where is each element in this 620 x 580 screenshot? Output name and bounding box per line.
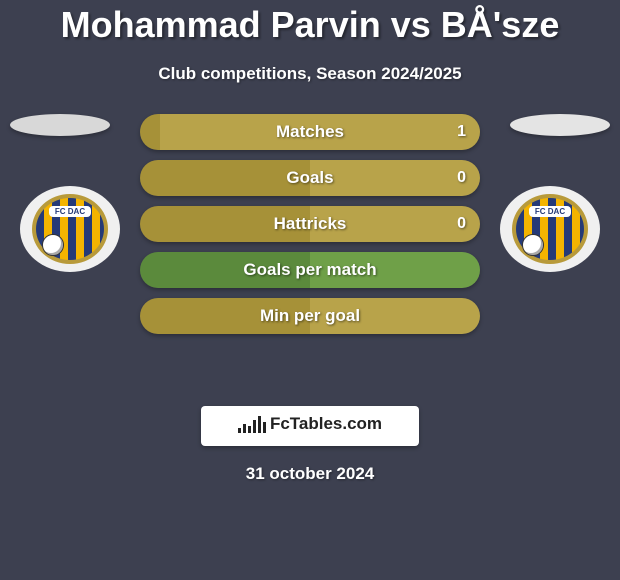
stat-bar-label: Goals per match bbox=[140, 252, 480, 288]
stat-bar: Matches1 bbox=[140, 114, 480, 150]
club-badge-right-label: FC DAC bbox=[529, 206, 571, 217]
stat-bar-label: Min per goal bbox=[140, 298, 480, 334]
brand-bars-icon-bar bbox=[263, 422, 266, 433]
stat-bar: Goals0 bbox=[140, 160, 480, 196]
stat-bar: Min per goal bbox=[140, 298, 480, 334]
brand-box[interactable]: FcTables.com bbox=[201, 406, 419, 446]
stat-bar-label: Matches bbox=[140, 114, 480, 150]
date-line: 31 october 2024 bbox=[0, 464, 620, 484]
stat-bar-label: Goals bbox=[140, 160, 480, 196]
soccer-ball-icon bbox=[42, 234, 64, 256]
stat-bar-right-value: 0 bbox=[443, 206, 480, 242]
brand-bars-icon-bar bbox=[243, 424, 246, 433]
club-badge-left-inner: FC DAC bbox=[32, 194, 108, 264]
brand-bars-icon-bar bbox=[248, 426, 251, 433]
brand-text: FcTables.com bbox=[270, 414, 382, 434]
player-right-portrait bbox=[510, 114, 610, 136]
stat-bar: Hattricks0 bbox=[140, 206, 480, 242]
subtitle: Club competitions, Season 2024/2025 bbox=[0, 64, 620, 84]
comparison-stage: FC DAC FC DAC Matches1Goals0Hattricks0Go… bbox=[0, 114, 620, 394]
stat-bars-column: Matches1Goals0Hattricks0Goals per matchM… bbox=[140, 114, 480, 344]
club-badge-left: FC DAC bbox=[20, 186, 120, 272]
brand-logo: FcTables.com bbox=[238, 414, 382, 434]
club-badge-right-inner: FC DAC bbox=[512, 194, 588, 264]
brand-bars-icon bbox=[238, 415, 266, 433]
stat-bar: Goals per match bbox=[140, 252, 480, 288]
club-badge-left-label: FC DAC bbox=[49, 206, 91, 217]
page-title: Mohammad Parvin vs BÅ'sze bbox=[0, 0, 620, 46]
stat-bar-right-value: 0 bbox=[443, 160, 480, 196]
brand-bars-icon-bar bbox=[258, 416, 261, 433]
club-badge-right: FC DAC bbox=[500, 186, 600, 272]
brand-bars-icon-bar bbox=[238, 428, 241, 433]
stat-bar-right-value: 1 bbox=[443, 114, 480, 150]
soccer-ball-icon bbox=[522, 234, 544, 256]
player-left-portrait bbox=[10, 114, 110, 136]
stat-bar-label: Hattricks bbox=[140, 206, 480, 242]
brand-bars-icon-bar bbox=[253, 420, 256, 433]
